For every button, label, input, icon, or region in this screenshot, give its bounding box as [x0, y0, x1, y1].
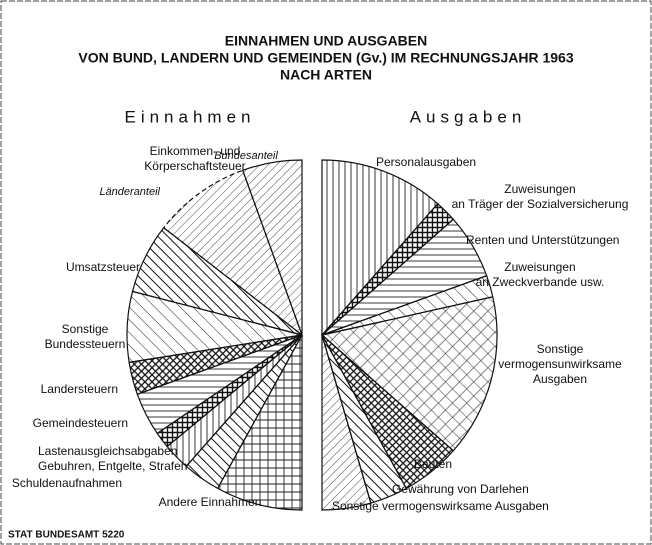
slice-label: Sonstige	[62, 322, 109, 336]
slice-label: Länderanteil	[99, 186, 160, 198]
chart-title: Ausgaben	[410, 107, 527, 126]
slice-label: Ausgaben	[533, 372, 587, 386]
title-line: VON BUND, LANDERN UND GEMEINDEN (Gv.) IM…	[78, 50, 573, 66]
pie-slice	[216, 334, 303, 511]
slice-label: Sonstige vermogenswirksame Ausgaben	[332, 499, 549, 513]
chart-title: Einnahmen	[124, 107, 255, 126]
pie-slice	[241, 159, 303, 336]
source: STAT BUNDESAMT 5220	[8, 530, 125, 541]
slice-label: Bundesanteil	[214, 150, 278, 162]
slice-label: vermogensunwirksame	[498, 357, 622, 371]
pie-slice	[320, 296, 498, 452]
slice-label: Zuweisungen	[504, 260, 575, 274]
slice-label: Personalausgaben	[376, 155, 476, 169]
slice-label: Renten und Unterstützungen	[466, 233, 619, 247]
title-line: NACH ARTEN	[280, 67, 372, 83]
group-label: Körperschaftsteuer	[144, 159, 245, 173]
pie-slice	[321, 334, 372, 511]
slice-label: Gemeindesteuern	[33, 416, 128, 430]
slice-label: an Träger der Sozialversicherung	[452, 197, 629, 211]
group-label: Einkommen- und	[150, 144, 241, 158]
slice-label: Gebuhren, Entgelte, Strafen	[38, 459, 187, 473]
slice-label: Gewährung von Darlehen	[392, 482, 529, 496]
slice-label: Landersteuern	[41, 382, 118, 396]
slice-label: Umsatzsteuer	[66, 260, 140, 274]
slice-label: Andere Einnahmen	[159, 495, 262, 509]
pie-slice	[162, 169, 304, 337]
pie-slice	[321, 159, 439, 337]
slice-label: Lastenausgleichsabgaben	[38, 444, 177, 458]
slice-label: Zuweisungen	[504, 182, 575, 196]
slice-label: Bauten	[414, 457, 452, 471]
slice-label: Sonstige	[537, 342, 584, 356]
slice-label: an Zweckverbande usw.	[476, 275, 605, 289]
slice-label: Bundessteuern	[45, 337, 126, 351]
title-line: EINNAHMEN UND AUSGABEN	[225, 33, 428, 49]
slice-label: Schuldenaufnahmen	[12, 476, 122, 490]
